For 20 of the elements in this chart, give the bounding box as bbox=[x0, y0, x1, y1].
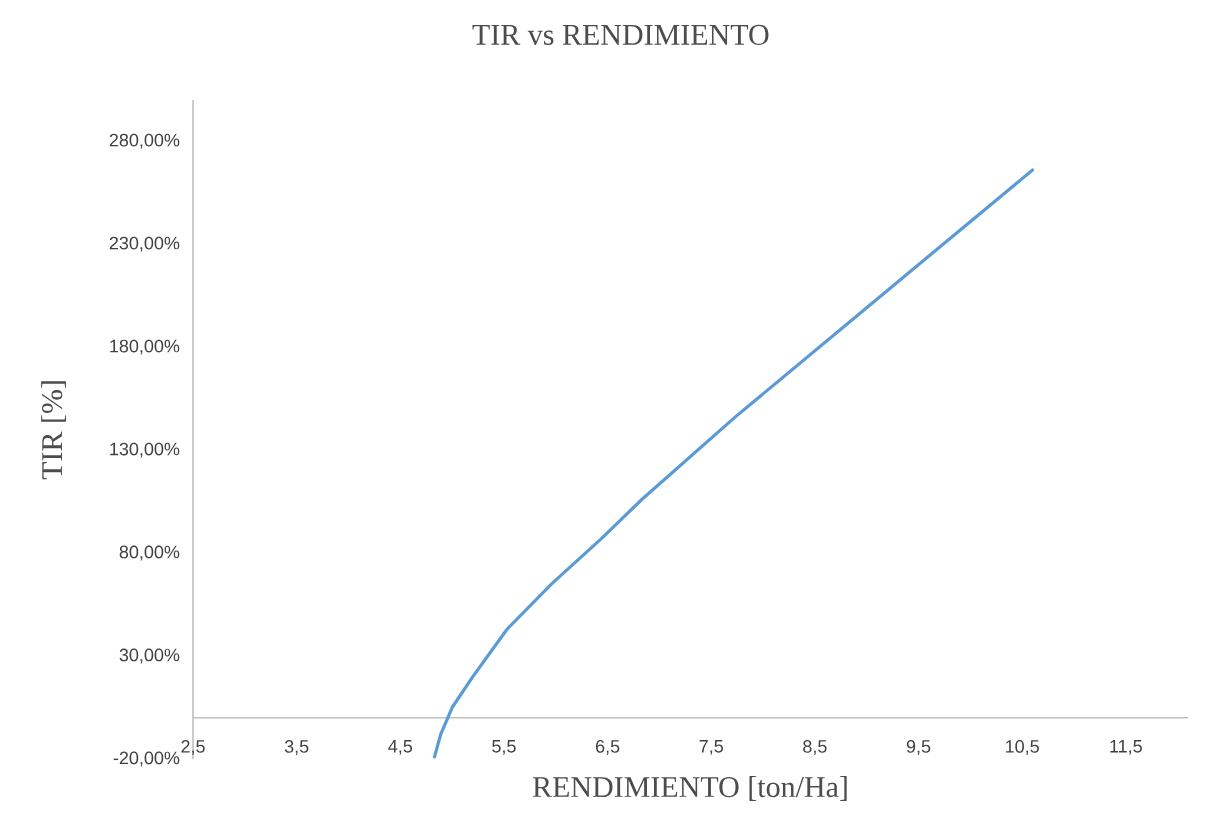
chart-title: TIR vs RENDIMIENTO bbox=[472, 24, 769, 45]
y-tick-label: 180,00% bbox=[110, 339, 180, 355]
x-tick-label: 4,5 bbox=[388, 740, 413, 755]
y-tick-label: 80,00% bbox=[119, 545, 180, 561]
x-tick-label: 10,5 bbox=[1006, 740, 1039, 755]
y-axis-title: TIR [%] bbox=[41, 381, 66, 480]
y-tick-label: -20,00% bbox=[113, 751, 180, 767]
x-tick-label: 2,5 bbox=[181, 740, 205, 755]
x-tick-label: 3,5 bbox=[284, 740, 309, 755]
y-tick-label: 280,00% bbox=[109, 133, 180, 149]
x-axis-title: RENDIMIENTO [ton/Ha] bbox=[532, 776, 847, 801]
y-tick-label: 130,00% bbox=[110, 442, 180, 458]
y-tick-label: 30,00% bbox=[119, 648, 180, 664]
y-tick-label: 230,00% bbox=[109, 236, 180, 252]
x-tick-label: 8,5 bbox=[803, 740, 827, 755]
x-tick-label: 6,5 bbox=[595, 740, 620, 755]
x-tick-label: 5,5 bbox=[492, 740, 516, 755]
x-tick-label: 11,5 bbox=[1110, 740, 1142, 755]
x-tick-label: 7,5 bbox=[699, 740, 723, 755]
x-tick-label: 9,5 bbox=[906, 740, 931, 755]
